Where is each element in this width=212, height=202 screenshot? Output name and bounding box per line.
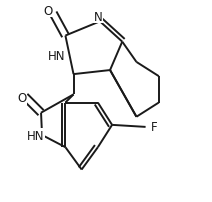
- Text: O: O: [43, 5, 53, 18]
- Text: F: F: [150, 121, 157, 134]
- Text: O: O: [17, 92, 26, 104]
- Text: N: N: [93, 11, 102, 24]
- Text: HN: HN: [27, 129, 45, 142]
- Text: HN: HN: [47, 50, 65, 63]
